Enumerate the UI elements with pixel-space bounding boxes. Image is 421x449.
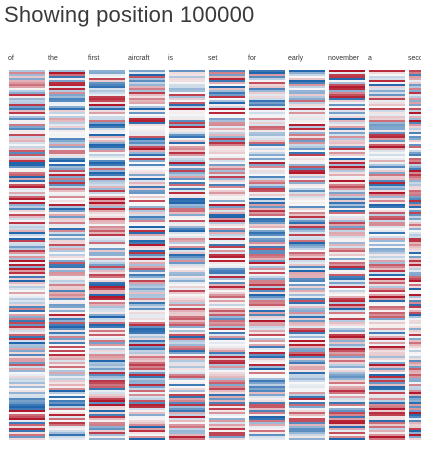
token-column: aircraft bbox=[128, 50, 166, 449]
activation-stripes bbox=[409, 70, 421, 440]
token-column: seco bbox=[408, 50, 421, 449]
token-label: of bbox=[8, 55, 14, 62]
token-column: early bbox=[288, 50, 326, 449]
token-label: early bbox=[288, 55, 304, 62]
token-label: for bbox=[248, 55, 257, 62]
token-label: set bbox=[208, 55, 218, 62]
activation-stripes bbox=[249, 70, 285, 440]
token-label: is bbox=[168, 55, 174, 62]
token-label: november bbox=[328, 55, 360, 62]
token-label: a bbox=[368, 55, 372, 62]
activation-stripes bbox=[49, 70, 85, 440]
activation-stripes bbox=[9, 70, 45, 440]
token-column: a bbox=[368, 50, 406, 449]
activation-stripes bbox=[369, 70, 405, 440]
page-title: Showing position 100000 bbox=[4, 2, 255, 27]
activation-stripes bbox=[169, 70, 205, 440]
activation-visualization: of the first aircraft is set for early november a… bbox=[0, 50, 421, 449]
activation-stripes bbox=[289, 70, 325, 440]
token-label: the bbox=[48, 55, 58, 62]
token-column: is bbox=[168, 50, 206, 449]
token-column: first bbox=[88, 50, 126, 449]
activation-stripes bbox=[129, 70, 165, 440]
token-label: aircraft bbox=[128, 55, 150, 62]
token-column: the bbox=[48, 50, 86, 449]
token-label: seco bbox=[408, 55, 421, 62]
activation-stripes bbox=[209, 70, 245, 440]
token-column: november bbox=[328, 50, 366, 449]
activation-stripes bbox=[89, 70, 125, 440]
token-column: for bbox=[248, 50, 286, 449]
token-column: of bbox=[8, 50, 46, 449]
token-label: first bbox=[88, 55, 100, 62]
token-column: set bbox=[208, 50, 246, 449]
activation-stripes bbox=[329, 70, 365, 440]
